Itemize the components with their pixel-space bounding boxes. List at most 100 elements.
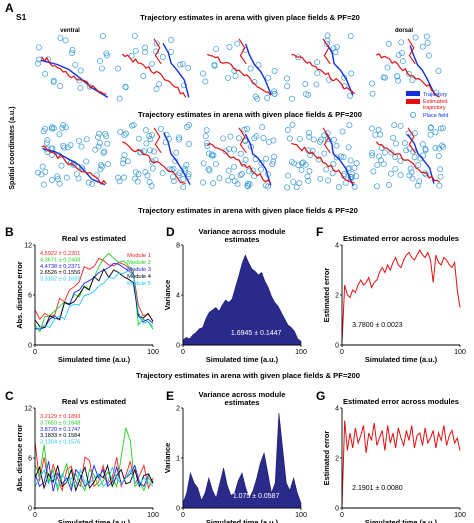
place-field-marker <box>92 146 99 153</box>
trajectory-map <box>115 32 192 102</box>
estimated-trajectory-line <box>238 38 247 65</box>
y-tick-label: 0 <box>335 506 339 513</box>
trajectory-maps-row1 <box>35 32 442 102</box>
place-field-marker <box>289 121 296 128</box>
x-tick-label: 0 <box>340 512 344 519</box>
place-field-marker <box>439 142 445 149</box>
place-field-marker <box>392 154 399 160</box>
place-field-marker <box>437 173 444 180</box>
place-field-marker <box>409 175 416 182</box>
place-field-marker <box>95 143 102 150</box>
series-line <box>34 441 154 493</box>
annotation: 3.7800 ± 0.0023 <box>352 322 403 329</box>
place-field-marker <box>57 34 64 41</box>
series-line <box>34 268 154 329</box>
place-field-marker <box>437 125 444 132</box>
place-field-marker <box>186 141 192 147</box>
trajectory-map <box>369 33 442 98</box>
place-field-marker <box>124 158 131 165</box>
place-field-marker <box>416 178 423 185</box>
x-axis-label: Simulated time (a.u.) <box>206 518 279 523</box>
place-field-marker <box>50 125 57 132</box>
place-field-marker <box>137 149 144 156</box>
place-field-marker <box>58 162 65 169</box>
place-field-marker <box>353 173 360 180</box>
place-field-marker <box>296 180 303 187</box>
place-field-marker <box>225 177 232 184</box>
place-field-marker <box>255 61 262 68</box>
place-field-marker <box>258 160 265 167</box>
place-field-marker <box>159 54 166 60</box>
place-field-marker <box>44 137 51 144</box>
row2-title: Trajectory estimates in arena with given… <box>138 110 362 119</box>
chart-f: Estimated error across modules 0 2 4 0 100 Sim… <box>322 234 466 364</box>
legend-estimated-label: Estimated <box>423 99 447 105</box>
place-field-marker <box>147 147 154 154</box>
place-field-marker <box>99 33 106 40</box>
place-field-marker <box>347 33 354 40</box>
legend-entry: Module 4 <box>127 274 152 280</box>
place-field-marker <box>258 166 264 173</box>
place-field-marker <box>385 182 392 188</box>
place-field-marker <box>330 45 337 52</box>
place-field-marker <box>290 160 297 167</box>
place-field-marker <box>348 70 355 77</box>
row4-title: Trajectory estimates in arena with given… <box>136 371 360 380</box>
x-tick-label: 100 <box>454 512 466 519</box>
place-field-marker <box>159 170 166 177</box>
place-field-marker <box>259 124 266 131</box>
legend-entry: Module 2 <box>127 260 151 266</box>
place-field-marker <box>168 166 175 173</box>
place-field-marker <box>234 40 241 47</box>
series-stat: 3.2129 ± 0.1893 <box>40 414 80 420</box>
place-field-marker <box>212 161 219 168</box>
estimated-trajectory-line <box>121 53 187 98</box>
chart-title: estimates <box>224 398 259 407</box>
place-field-marker <box>176 169 183 176</box>
place-field-marker <box>75 137 82 144</box>
panel-letter-f: F <box>316 225 323 239</box>
place-field-marker <box>73 170 80 177</box>
place-field-marker <box>424 39 431 46</box>
legend-place-field-label: Place field <box>423 113 448 119</box>
place-field-marker <box>347 92 353 99</box>
y-tick-label: 0 <box>28 343 32 350</box>
place-field-marker <box>321 150 328 157</box>
place-field-marker <box>253 133 260 140</box>
place-field-marker <box>103 133 110 140</box>
place-field-marker <box>244 180 251 187</box>
place-field-marker <box>435 153 442 159</box>
place-field-marker <box>314 70 321 77</box>
place-field-marker <box>432 145 439 151</box>
place-field-marker <box>89 181 96 188</box>
place-field-marker <box>128 52 135 59</box>
panel-letter-b: B <box>5 225 14 239</box>
place-field-marker <box>56 131 63 138</box>
y-axis-label: Estimated error <box>322 268 331 323</box>
place-field-marker <box>270 137 277 144</box>
place-field-marker <box>123 130 129 137</box>
place-field-marker <box>142 44 149 51</box>
trajectory-map <box>200 124 278 190</box>
place-field-marker <box>122 83 129 90</box>
place-field-marker <box>391 122 398 129</box>
place-field-marker <box>205 166 212 173</box>
estimated-trajectory-line <box>206 142 272 184</box>
place-field-marker <box>202 133 209 140</box>
place-field-marker <box>234 181 241 188</box>
legend-a: Trajectory Estimated trajectory Place fi… <box>406 91 448 119</box>
series-line <box>34 461 154 493</box>
place-field-marker <box>398 49 405 56</box>
place-field-marker <box>398 39 405 46</box>
place-field-marker <box>35 169 42 176</box>
place-field-marker <box>98 65 105 72</box>
trajectory-map <box>200 38 278 102</box>
place-field-marker <box>375 126 382 133</box>
place-field-marker <box>105 161 111 168</box>
place-field-marker <box>170 178 177 185</box>
y-tick-label: 2 <box>176 406 180 413</box>
chart-title: estimates <box>224 235 259 244</box>
place-field-marker <box>241 126 248 133</box>
place-field-marker <box>100 149 107 156</box>
